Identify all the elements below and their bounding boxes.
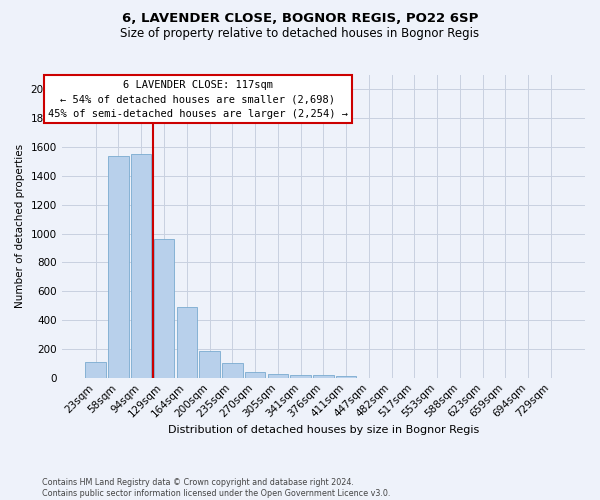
Bar	[245, 372, 265, 378]
Bar	[176, 307, 197, 378]
X-axis label: Distribution of detached houses by size in Bognor Regis: Distribution of detached houses by size …	[168, 425, 479, 435]
Text: Contains HM Land Registry data © Crown copyright and database right 2024.
Contai: Contains HM Land Registry data © Crown c…	[42, 478, 391, 498]
Bar	[336, 376, 356, 378]
Text: Size of property relative to detached houses in Bognor Regis: Size of property relative to detached ho…	[121, 28, 479, 40]
Bar	[199, 351, 220, 378]
Bar	[222, 364, 242, 378]
Bar	[131, 154, 151, 378]
Bar	[154, 240, 174, 378]
Y-axis label: Number of detached properties: Number of detached properties	[15, 144, 25, 308]
Bar	[290, 375, 311, 378]
Bar	[313, 375, 334, 378]
Bar	[108, 156, 129, 378]
Bar	[268, 374, 288, 378]
Text: 6, LAVENDER CLOSE, BOGNOR REGIS, PO22 6SP: 6, LAVENDER CLOSE, BOGNOR REGIS, PO22 6S…	[122, 12, 478, 26]
Bar	[85, 362, 106, 378]
Text: 6 LAVENDER CLOSE: 117sqm
← 54% of detached houses are smaller (2,698)
45% of sem: 6 LAVENDER CLOSE: 117sqm ← 54% of detach…	[48, 80, 348, 119]
